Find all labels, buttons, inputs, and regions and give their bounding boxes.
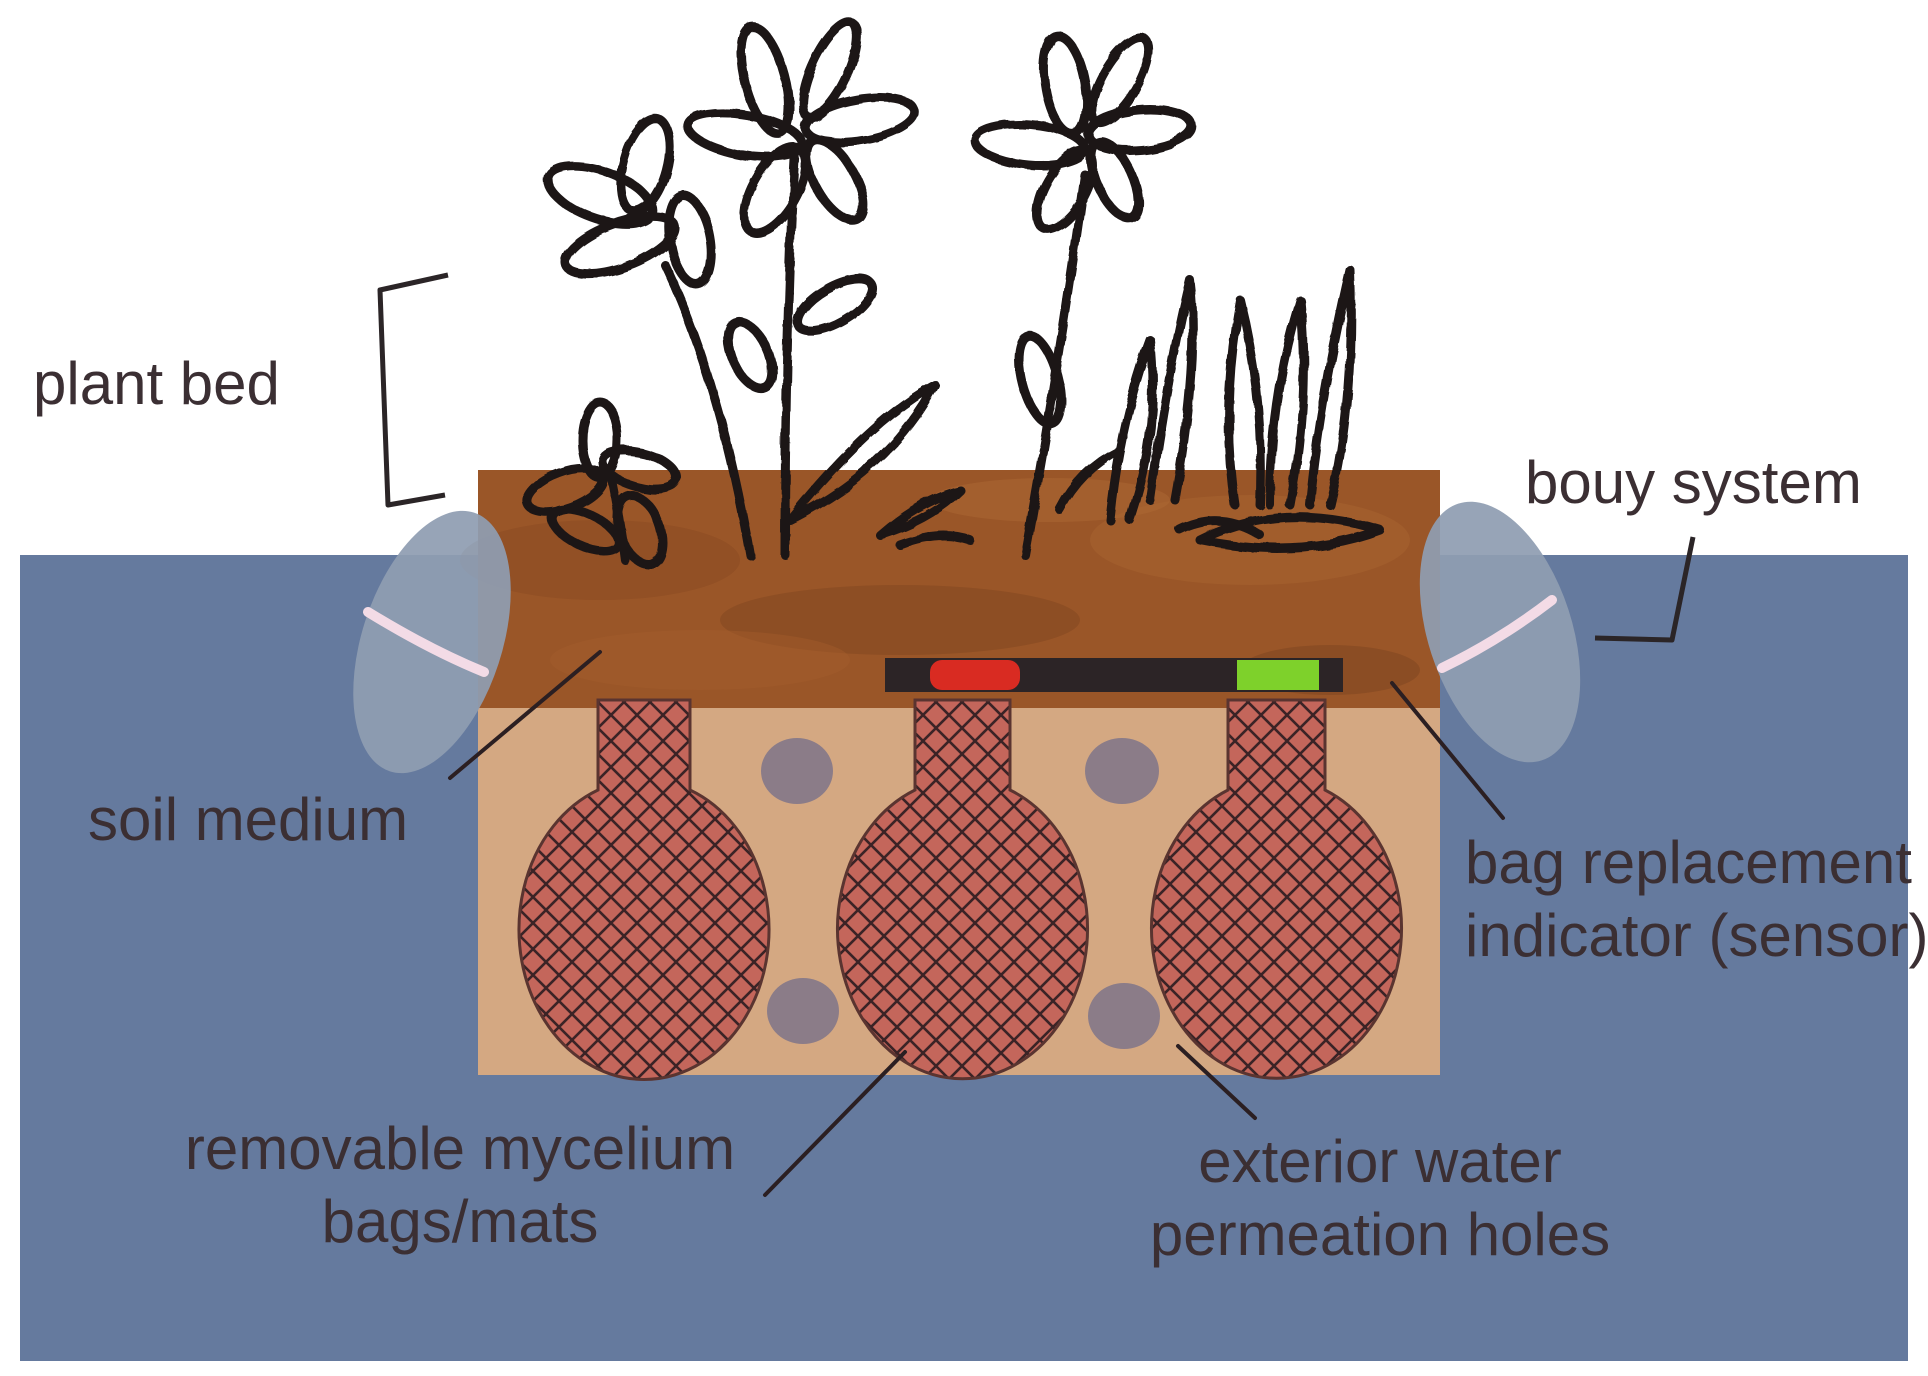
buoy-icon: [353, 510, 511, 774]
plant-bed-bracket: [377, 272, 449, 508]
permeation-hole-icon: [1088, 983, 1160, 1049]
plant-bed-label: plant bed: [33, 350, 280, 417]
buoy-band: [1437, 595, 1557, 673]
bag-replacement-line1: bag replacement: [1465, 829, 1912, 896]
mycelium-label: removable mycelium bags/mats: [150, 1112, 770, 1258]
buoy-right: [1419, 501, 1581, 763]
leader-lines: [448, 650, 1505, 1197]
soil-medium-leader: [448, 650, 602, 780]
flower-doodle-icon: [522, 17, 1385, 570]
bouy-system-label: bouy system: [1525, 449, 1862, 516]
bag-replacement-line2: indicator (sensor): [1465, 902, 1928, 970]
permeation-hole-icon: [1085, 738, 1159, 804]
bag-replacement-label: bag replacement indicator (sensor): [1465, 826, 1928, 972]
sensor-indicator-icon: [885, 658, 1343, 692]
permeation-hole-icon: [767, 978, 839, 1044]
permeation-hole-icon: [761, 738, 833, 804]
water-holes-label: exterior water permeation holes: [1115, 1125, 1645, 1271]
water-holes-line2: permeation holes: [1149, 1201, 1611, 1269]
mesh-bag-icon: [1150, 698, 1403, 1080]
water-holes-line1: exterior water: [1198, 1128, 1562, 1195]
mesh-bag-icon: [836, 698, 1089, 1081]
mesh-bag-icon: [517, 698, 771, 1081]
water-holes-leader: [1176, 1044, 1257, 1120]
mycelium-line2: bags/mats: [321, 1188, 599, 1256]
permeation-holes: [761, 738, 1160, 1049]
bouy-system-bracket: [1594, 536, 1696, 643]
mycelium-leader: [763, 1050, 907, 1197]
buoy-left: [353, 510, 511, 774]
soil-medium-label: soil medium: [88, 786, 409, 853]
mycelium-bags: [517, 698, 1403, 1081]
mycelium-line1: removable mycelium: [184, 1115, 736, 1182]
bag-replacement-leader: [1390, 681, 1505, 820]
buoy-band: [363, 607, 489, 677]
